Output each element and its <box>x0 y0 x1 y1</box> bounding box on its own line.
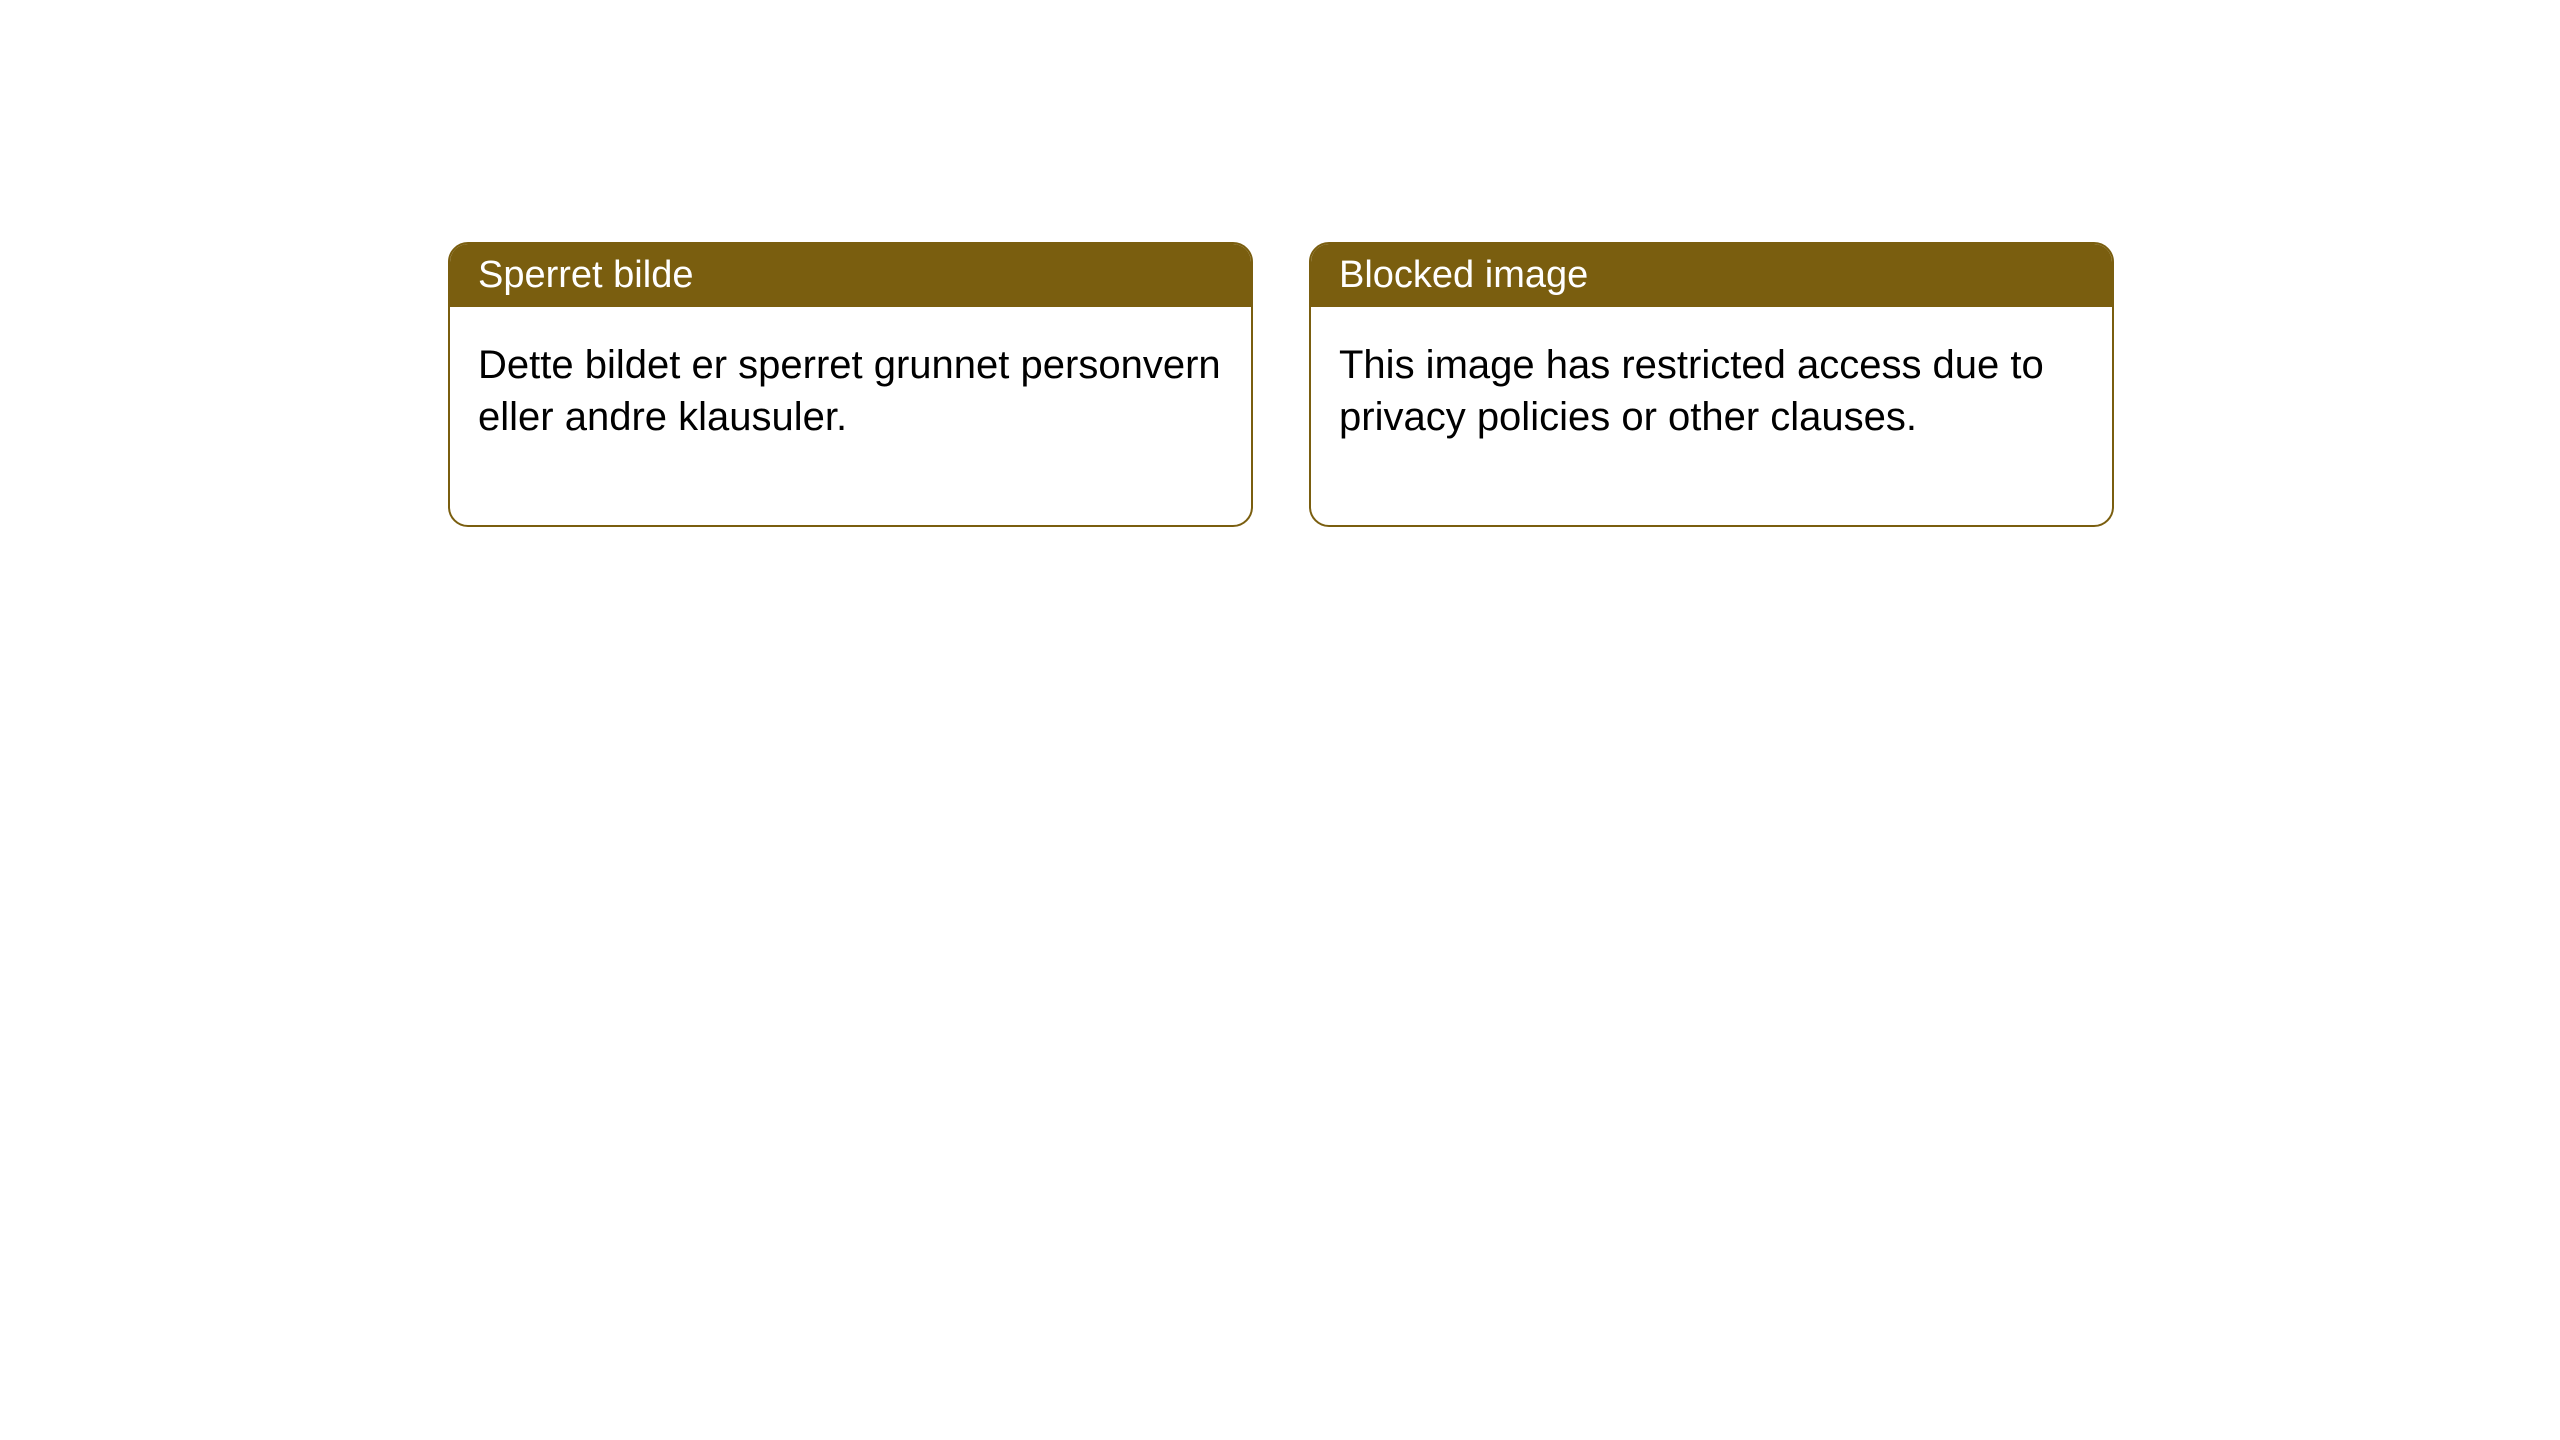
card-title: Blocked image <box>1339 254 1588 296</box>
card-message: This image has restricted access due to … <box>1339 343 2044 439</box>
card-body: Dette bildet er sperret grunnet personve… <box>450 307 1251 525</box>
notice-card-norwegian: Sperret bilde Dette bildet er sperret gr… <box>448 242 1253 527</box>
card-header: Sperret bilde <box>450 244 1251 307</box>
card-message: Dette bildet er sperret grunnet personve… <box>478 343 1221 439</box>
notice-container: Sperret bilde Dette bildet er sperret gr… <box>0 0 2560 527</box>
card-body: This image has restricted access due to … <box>1311 307 2112 525</box>
notice-card-english: Blocked image This image has restricted … <box>1309 242 2114 527</box>
card-title: Sperret bilde <box>478 254 693 296</box>
card-header: Blocked image <box>1311 244 2112 307</box>
